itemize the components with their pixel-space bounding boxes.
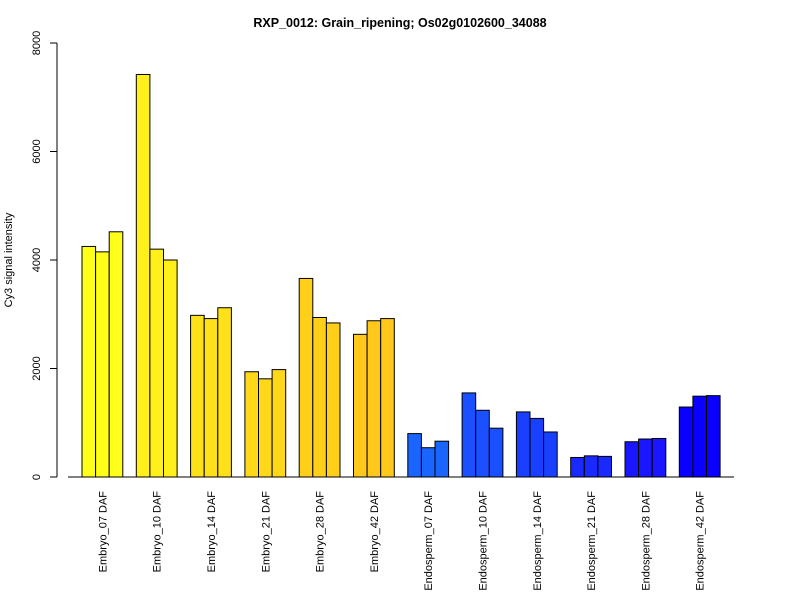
bar bbox=[81, 245, 97, 478]
bar bbox=[366, 320, 382, 478]
x-tick-label: Embryo_42 DAF bbox=[369, 491, 381, 573]
bar bbox=[407, 433, 422, 478]
y-axis: 0 2000 4000 6000 8000 bbox=[31, 31, 735, 480]
bar bbox=[353, 333, 368, 478]
bar bbox=[678, 406, 694, 478]
x-tick-label: Endosperm_07 DAF bbox=[423, 491, 435, 591]
x-tick-label: Embryo_14 DAF bbox=[206, 491, 218, 573]
x-tick-label: Endosperm_10 DAF bbox=[478, 491, 490, 591]
bars bbox=[81, 73, 721, 478]
bar bbox=[515, 411, 531, 478]
bar bbox=[624, 441, 640, 478]
y-tick-label: 0 bbox=[31, 474, 43, 480]
bar bbox=[706, 395, 721, 478]
x-axis-labels: Embryo_07 DAF Embryo_10 DAF Embryo_14 DAF E… bbox=[97, 491, 706, 591]
x-tick-label: Endosperm_42 DAF bbox=[695, 491, 707, 591]
y-axis-label: Cy3 signal intensity bbox=[3, 212, 15, 307]
x-tick-label: Embryo_28 DAF bbox=[315, 491, 327, 573]
x-tick-label: Endosperm_28 DAF bbox=[640, 491, 652, 591]
bar bbox=[325, 322, 341, 478]
bar bbox=[420, 447, 436, 478]
bar bbox=[434, 440, 450, 478]
bar bbox=[271, 369, 287, 478]
bar bbox=[298, 277, 314, 478]
y-tick-label: 6000 bbox=[31, 139, 43, 163]
bar bbox=[570, 456, 585, 478]
bar bbox=[108, 231, 124, 478]
y-tick-label: 8000 bbox=[31, 31, 43, 55]
bar bbox=[475, 409, 490, 478]
bar bbox=[217, 307, 232, 478]
bar bbox=[203, 318, 219, 478]
bar bbox=[380, 318, 395, 478]
x-tick-label: Embryo_10 DAF bbox=[152, 491, 164, 573]
y-tick-label: 2000 bbox=[31, 356, 43, 380]
x-tick-label: Embryo_07 DAF bbox=[97, 491, 109, 573]
bar bbox=[651, 437, 667, 478]
bar bbox=[149, 248, 164, 478]
bar bbox=[312, 317, 327, 478]
bar bbox=[135, 73, 151, 478]
x-tick-label: Embryo_21 DAF bbox=[260, 491, 272, 573]
bar bbox=[190, 314, 205, 478]
bar bbox=[692, 395, 708, 478]
bar bbox=[597, 455, 613, 478]
x-tick-label: Endosperm_14 DAF bbox=[532, 491, 544, 591]
bar bbox=[461, 392, 477, 478]
bar bbox=[488, 427, 504, 478]
bar bbox=[244, 371, 259, 478]
bar bbox=[583, 455, 599, 478]
bar bbox=[163, 259, 178, 478]
bar bbox=[638, 438, 653, 478]
y-tick-label: 4000 bbox=[31, 248, 43, 272]
bar bbox=[529, 417, 545, 478]
bar bbox=[543, 431, 558, 478]
chart-title: RXP_0012: Grain_ripening; Os02g0102600_3… bbox=[253, 16, 546, 30]
bar bbox=[95, 251, 110, 478]
x-tick-label: Endosperm_21 DAF bbox=[586, 491, 598, 591]
bar bbox=[258, 378, 273, 478]
